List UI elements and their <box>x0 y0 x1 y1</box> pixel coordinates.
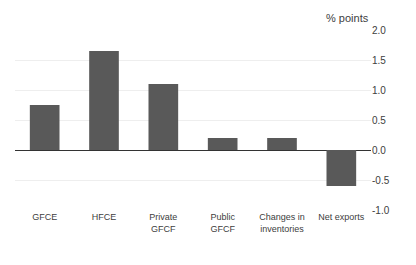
svg-text:-1.0: -1.0 <box>372 205 390 216</box>
svg-text:1.5: 1.5 <box>372 55 386 66</box>
svg-text:HFCE: HFCE <box>92 212 117 222</box>
svg-text:Changes ininventories: Changes ininventories <box>259 212 305 234</box>
svg-text:1.0: 1.0 <box>372 85 386 96</box>
svg-text:0.5: 0.5 <box>372 115 386 126</box>
svg-text:PublicGFCF: PublicGFCF <box>210 212 235 234</box>
svg-text:Net exports: Net exports <box>318 212 365 222</box>
svg-text:% points: % points <box>326 12 369 24</box>
svg-text:-0.5: -0.5 <box>372 175 390 186</box>
svg-text:0.0: 0.0 <box>372 145 386 156</box>
svg-text:2.0: 2.0 <box>372 25 386 36</box>
svg-text:PrivateGFCF: PrivateGFCF <box>149 212 177 234</box>
svg-text:GFCE: GFCE <box>32 212 57 222</box>
